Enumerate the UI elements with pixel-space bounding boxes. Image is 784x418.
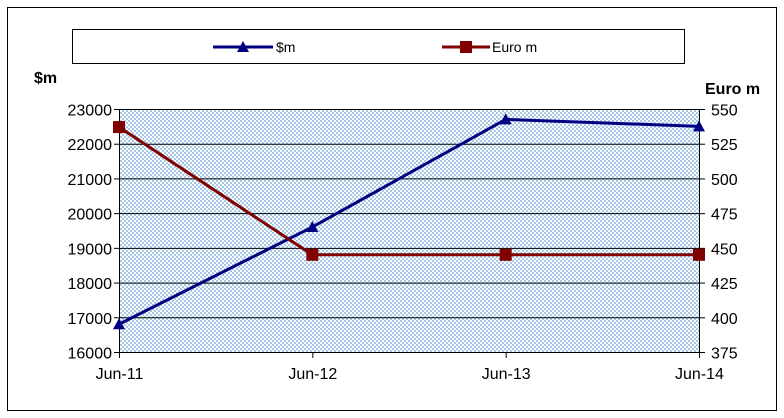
left-axis-title: $m (34, 70, 57, 87)
data-point-euro (306, 248, 319, 261)
x-axis-ticks: Jun-11 Jun-12 Jun-13 Jun-14 (96, 352, 724, 383)
data-point-euro (693, 248, 705, 261)
right-tick-label: 400 (711, 311, 738, 328)
left-axis-ticks: 23000 22000 21000 20000 19000 18000 17000 16000 (68, 103, 119, 363)
right-tick-label: 425 (711, 276, 738, 293)
data-point-usd (306, 221, 319, 233)
gridlines (119, 109, 699, 319)
right-tick-label: 375 (711, 346, 738, 363)
axes (119, 109, 700, 353)
x-tick-label: Jun-13 (482, 366, 531, 383)
legend-label-euro: Euro m (492, 39, 537, 55)
right-tick-label: 550 (711, 103, 738, 120)
left-tick-label: 19000 (68, 241, 113, 258)
data-point-euro (499, 248, 512, 261)
right-axis-title: Euro m (705, 81, 760, 98)
right-tick-label: 500 (711, 172, 738, 189)
legend-label-usd: $m (276, 39, 295, 55)
data-point-euro (113, 121, 125, 134)
right-tick-label: 475 (711, 207, 738, 224)
x-tick-label: Jun-14 (675, 366, 724, 383)
left-tick-label: 16000 (68, 346, 113, 363)
right-tick-label: 450 (711, 241, 738, 258)
left-tick-label: 22000 (68, 137, 113, 154)
left-tick-label: 21000 (68, 172, 113, 189)
x-tick-label: Jun-11 (96, 366, 144, 383)
right-axis-ticks: 550 525 500 475 450 425 400 375 (699, 103, 738, 363)
plot-area (119, 109, 699, 352)
series-layer (113, 113, 705, 330)
left-tick-label: 20000 (68, 207, 113, 224)
legend: $m Euro m (72, 29, 685, 64)
series-euro (113, 121, 705, 261)
data-point-usd (499, 113, 512, 125)
legend-box (72, 29, 685, 64)
series-line-usd (118, 117, 700, 326)
x-tick-label: Jun-12 (288, 366, 337, 383)
series-line-euro (118, 125, 699, 257)
legend-marker-usd (237, 41, 249, 52)
left-tick-label: 23000 (68, 103, 113, 120)
legend-marker-euro (460, 41, 472, 53)
left-tick-label: 17000 (68, 311, 113, 328)
data-point-usd (113, 318, 125, 330)
left-tick-label: 18000 (68, 276, 113, 293)
series-usd (113, 113, 705, 330)
data-point-usd (693, 120, 705, 132)
right-tick-label: 525 (711, 137, 738, 154)
